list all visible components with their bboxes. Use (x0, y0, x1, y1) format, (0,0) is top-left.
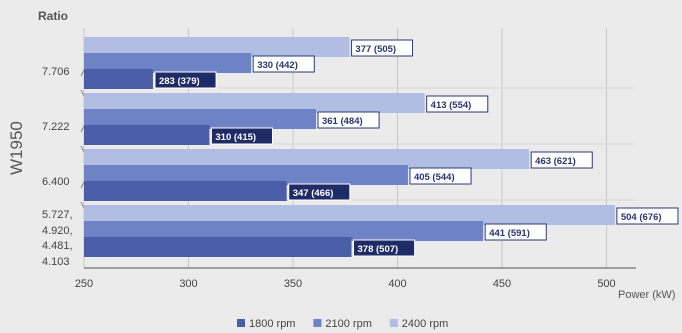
data-label-box (317, 111, 380, 129)
bracket-mark (80, 125, 85, 153)
x-tick-label: 400 (388, 278, 406, 290)
x-tick-label: 450 (493, 278, 511, 290)
data-label-box (252, 55, 315, 73)
data-labels-layer: 377 (505) 330 (442) 283 (379) 413 (554) 361 … (154, 39, 679, 257)
data-label: 504 (676) (621, 212, 662, 223)
legend-swatch (313, 319, 322, 327)
category-label: 4.103 (42, 256, 70, 268)
legend: 1800 rpm 2100 rpm 2400 rpm (237, 318, 448, 330)
bar-1800-rpm-1 (84, 125, 210, 145)
bar-2400-rpm-1 (84, 93, 425, 113)
legend-swatch (237, 319, 245, 327)
data-label: 405 (544) (414, 172, 455, 183)
data-label-box (484, 223, 547, 241)
x-tick-label: 500 (597, 278, 615, 290)
bar-2100-rpm-0 (84, 53, 252, 73)
data-label-box (154, 71, 217, 89)
category-labels: 7.706 7.222 6.400 5.727, 4.920, 4.481, 4.103 (42, 66, 73, 268)
legend-label: 1800 rpm (249, 318, 295, 330)
legend-label: 2100 rpm (325, 318, 371, 330)
data-label: 361 (484) (322, 116, 363, 127)
x-axis-title: Power (kW) (618, 289, 675, 301)
bracket-mark (80, 69, 85, 97)
data-label-box (353, 239, 416, 257)
bar-2100-rpm-2 (84, 165, 408, 185)
data-label-box (288, 183, 351, 201)
bar-2100-rpm-1 (84, 109, 316, 129)
category-label: 7.222 (42, 121, 70, 133)
y-axis-title: Ratio (38, 9, 68, 23)
x-tick-label: 300 (179, 278, 197, 290)
bar-2400-rpm-2 (84, 149, 530, 169)
data-label-box (426, 95, 489, 113)
data-label-box (210, 127, 273, 145)
data-label: 330 (442) (257, 60, 298, 71)
data-label: 283 (379) (159, 76, 200, 87)
bar-1800-rpm-3 (84, 237, 352, 257)
category-label: 4.481, (42, 240, 73, 252)
data-label: 413 (554) (431, 100, 472, 111)
data-label: 310 (415) (215, 132, 256, 143)
legend-label: 2400 rpm (402, 318, 448, 330)
bar-2400-rpm-0 (84, 37, 350, 57)
bar-1800-rpm-2 (84, 181, 287, 201)
data-label: 377 (505) (355, 44, 396, 55)
data-label: 378 (507) (358, 244, 399, 255)
x-tick-label: 350 (284, 278, 302, 290)
data-label: 463 (621) (535, 156, 576, 167)
x-tick-labels: 250 300 350 400 450 500 (75, 278, 616, 290)
legend-swatch (389, 319, 398, 327)
bars-layer (84, 37, 615, 257)
category-label: 6.400 (42, 176, 70, 188)
bar-1800-rpm-0 (84, 69, 153, 89)
data-label: 347 (466) (293, 188, 334, 199)
x-tick-label: 250 (75, 278, 93, 290)
bar-2100-rpm-3 (84, 221, 484, 241)
category-label: 7.706 (42, 66, 70, 78)
category-label: 5.727, (42, 209, 73, 221)
data-label-box (616, 207, 679, 225)
data-label: 441 (591) (489, 228, 530, 239)
category-label: 4.920, (42, 225, 73, 237)
bar-2400-rpm-3 (84, 205, 615, 225)
data-label-box (409, 167, 472, 185)
data-label-box (350, 39, 414, 57)
bracket-mark (80, 181, 85, 209)
group-title: W1950 (7, 121, 26, 175)
data-label-box (530, 151, 593, 169)
